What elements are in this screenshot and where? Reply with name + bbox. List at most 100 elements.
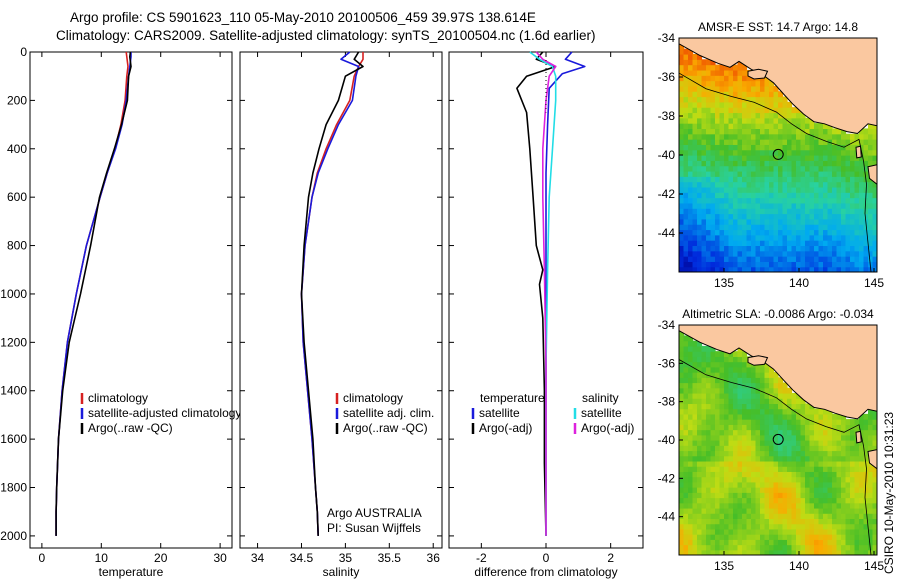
map-cell xyxy=(724,523,730,530)
map-cell xyxy=(683,440,689,446)
map-cell xyxy=(764,176,770,183)
map-cell xyxy=(778,413,784,420)
map-cell xyxy=(868,408,874,415)
map-cell xyxy=(841,539,847,546)
map-cell xyxy=(692,181,698,188)
map-cell xyxy=(715,455,721,462)
map-cell xyxy=(773,107,779,114)
kangaroo-island xyxy=(747,355,769,366)
map-cell xyxy=(679,330,685,337)
map-cell xyxy=(868,424,874,431)
map-cell xyxy=(697,218,703,225)
map-cell xyxy=(778,403,784,410)
map-cell xyxy=(724,202,730,209)
map-cell xyxy=(679,440,685,446)
map-cell xyxy=(827,434,833,441)
map-cell xyxy=(796,176,802,183)
map-cell xyxy=(692,440,698,446)
map-cell xyxy=(769,471,775,478)
map-cell xyxy=(710,429,716,436)
map-cell xyxy=(733,398,739,405)
map-cell xyxy=(827,518,833,525)
map-cell xyxy=(773,128,779,135)
map-cell xyxy=(719,75,725,82)
map-cell xyxy=(733,123,739,130)
map-cell xyxy=(697,424,703,431)
map-cell xyxy=(850,424,856,431)
map-cell xyxy=(728,528,734,535)
map-cell xyxy=(782,107,788,114)
map-cell xyxy=(760,455,766,462)
map-cell xyxy=(787,245,793,252)
map-cell xyxy=(710,476,716,483)
map-title-sst_map: AMSR-E SST: 14.7 Argo: 14.8 xyxy=(698,20,858,34)
map-cell xyxy=(715,139,721,145)
map-cell xyxy=(701,345,707,352)
map-cell xyxy=(760,534,766,540)
map-cell xyxy=(814,413,820,420)
map-cell xyxy=(746,518,752,525)
map-cell xyxy=(863,139,869,145)
map-cell xyxy=(827,539,833,546)
map-cell xyxy=(701,502,707,509)
map-cell xyxy=(728,450,734,457)
map-cell xyxy=(778,450,784,457)
map-cell xyxy=(773,261,779,268)
map-cell xyxy=(764,261,770,268)
map-cell xyxy=(773,460,779,467)
map-cell xyxy=(755,523,761,530)
map-cell xyxy=(872,123,877,130)
map-cell xyxy=(778,144,784,151)
map-cell xyxy=(692,507,698,514)
map-cell xyxy=(683,59,689,66)
map-cell xyxy=(791,523,797,530)
map-cell xyxy=(746,492,752,499)
map-cell xyxy=(742,186,748,193)
map-cell xyxy=(836,224,842,231)
map-cell xyxy=(773,377,779,384)
map-cell xyxy=(854,261,860,268)
map-cell xyxy=(692,160,698,167)
map-cell xyxy=(706,476,712,483)
map-cell xyxy=(791,261,797,268)
map-cell xyxy=(679,96,685,103)
map-cell xyxy=(782,544,788,551)
map-cell xyxy=(782,197,788,204)
map-cell xyxy=(827,197,833,204)
map-cell xyxy=(692,261,698,268)
map-cell xyxy=(764,250,770,257)
map-cell xyxy=(746,176,752,183)
map-cell xyxy=(778,387,784,394)
map-cell xyxy=(737,139,743,145)
map-cell xyxy=(782,440,788,446)
map-cell xyxy=(742,128,748,135)
map-cell xyxy=(773,539,779,546)
map-cell xyxy=(805,466,811,472)
map-cell xyxy=(706,539,712,546)
map-cell xyxy=(728,170,734,177)
map-cell xyxy=(755,202,761,209)
map-cell xyxy=(818,245,824,252)
map-cell xyxy=(692,544,698,551)
map-cell xyxy=(836,445,842,452)
map-cell xyxy=(782,234,788,241)
map-cell xyxy=(791,192,797,199)
map-cell xyxy=(818,266,824,272)
map-cell xyxy=(751,107,757,114)
map-cell xyxy=(823,460,829,467)
map-cell xyxy=(809,165,815,172)
map-cell xyxy=(737,149,743,156)
map-cell xyxy=(719,455,725,462)
map-cell xyxy=(701,202,707,209)
map-cell xyxy=(778,224,784,231)
map-cell xyxy=(755,518,761,525)
map-cell xyxy=(692,208,698,215)
map-cell xyxy=(683,481,689,488)
map-cell xyxy=(724,502,730,509)
map-cell xyxy=(814,160,820,167)
map-cell xyxy=(782,408,788,415)
map-cell xyxy=(796,513,802,520)
map-cell xyxy=(737,408,743,415)
map-cell xyxy=(796,460,802,467)
map-cell xyxy=(872,497,877,504)
